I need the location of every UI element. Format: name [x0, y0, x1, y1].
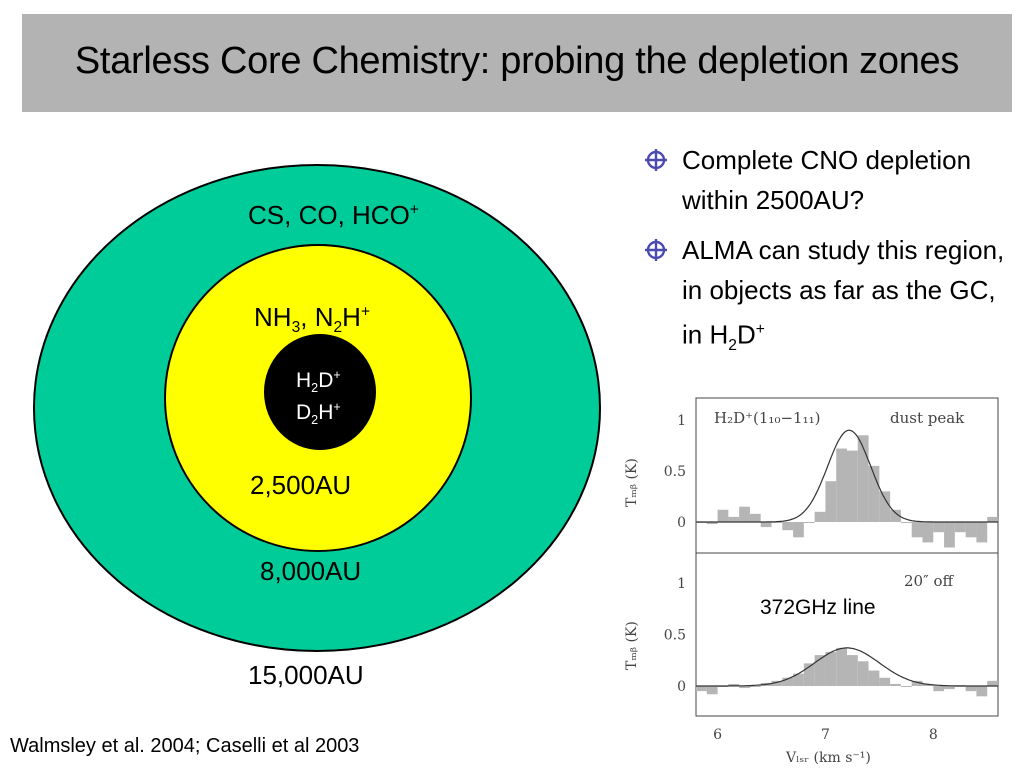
top-spectrum-bar [803, 522, 815, 523]
bottom-spectrum-bar [879, 677, 891, 686]
top-spectrum-bar [976, 522, 988, 543]
top-gaussian-fit [696, 429, 998, 523]
x-axis-label: Vₗₛᵣ (km s⁻¹) [785, 750, 871, 766]
top-spectrum-bar [771, 522, 783, 523]
inner-radius-label: 2,500AU [250, 470, 352, 500]
bullet-item: Complete CNO depletion within 2500AU? [645, 140, 1005, 220]
bottom-spectrum-bar [890, 683, 901, 686]
frequency-note: 372GHz line [760, 596, 876, 619]
bottom-spectrum-bar [987, 680, 998, 686]
top-spectrum-bar [954, 522, 966, 533]
outer-zone-molecules: CS, CO, HCO+ [248, 200, 419, 230]
bottom-y-axis-label: Tₘᵦ (K) [624, 621, 640, 670]
top-y-tick-label: 1 [677, 413, 686, 429]
top-spectrum-bar [868, 465, 880, 522]
bottom-spectrum-bar [944, 686, 955, 690]
top-spectrum-bar [814, 511, 826, 522]
top-spectrum-bar [706, 522, 718, 525]
citation: Walmsley et al. 2004; Caselli et al 2003 [10, 735, 360, 757]
spectrum-plot: 1 0.5 0 1 0.5 0 6 7 8 H₂D⁺(1₁₀−1₁₁) dust peak 20… [624, 397, 999, 766]
top-spectrum-bar [900, 522, 912, 523]
top-spectrum-bar [749, 513, 761, 522]
top-spectrum-bar [922, 522, 934, 543]
top-spectrum-bar [739, 506, 750, 522]
top-line-label: H₂D⁺(1₁₀−1₁₁) [714, 409, 820, 427]
top-spectrum-bar [857, 435, 869, 522]
top-spectrum-bar [836, 448, 847, 522]
bottom-spectrum-bar [965, 686, 977, 692]
bottom-panel-frame [695, 552, 999, 717]
middle-radius-label: 8,000AU [260, 556, 362, 586]
depletion-zone-diagram [33, 164, 601, 652]
bottom-spectrum-bar [900, 686, 912, 687]
top-y-tick-label: 0.5 [664, 464, 686, 480]
title-bar: Starless Core Chemistry: probing the dep… [22, 14, 1012, 112]
bullet-item: ALMA can study this region, in objects a… [645, 230, 1005, 366]
bottom-spectrum-bar [696, 686, 707, 692]
bottom-spectrum-bar [857, 661, 869, 686]
x-tick-label: 8 [929, 727, 938, 743]
bottom-spectrum-bar [749, 686, 761, 687]
bottom-spectrum-bar [728, 683, 740, 686]
top-spectrum-bar [965, 522, 977, 538]
bottom-y-tick-label: 0 [677, 679, 686, 695]
bottom-spectrum-bar [814, 655, 826, 686]
top-y-tick-label: 0 [677, 515, 686, 531]
top-spectrum-bar [793, 522, 804, 538]
top-spectrum-bar [782, 522, 794, 531]
top-spectrum-bar [728, 516, 740, 522]
bottom-y-tick-label: 0.5 [664, 628, 686, 644]
bottom-spectrum-bar [933, 686, 945, 692]
bottom-spectrum-bar [771, 680, 783, 686]
bottom-spectrum-bar [793, 673, 804, 686]
top-spectrum-bar [760, 522, 772, 528]
inner-zone-molecule-1: H2D+ [296, 368, 341, 396]
bottom-spectrum-bar [706, 686, 718, 695]
slide-title: Starless Core Chemistry: probing the dep… [74, 40, 960, 82]
top-spectrum-bar [944, 522, 955, 548]
top-spectrum-bar [890, 509, 901, 522]
top-spectrum-bar [987, 516, 998, 522]
bottom-spectrum-bar [847, 655, 858, 686]
x-tick-label: 6 [713, 727, 722, 743]
top-spectrum-bar [825, 481, 837, 522]
top-y-axis-label: Tₘᵦ (K) [624, 458, 640, 507]
top-spectrum-bar [879, 491, 891, 522]
bottom-spectrum-bar [782, 677, 794, 686]
bottom-spectrum-bar [739, 686, 750, 689]
top-spectrum-bar [717, 509, 729, 522]
bottom-spectrum-bar [911, 680, 923, 686]
bottom-spectrum-bar [803, 663, 815, 686]
inner-zone-molecule-2: D2H+ [296, 400, 341, 428]
bottom-gaussian-fit [696, 647, 998, 687]
bottom-spectrum-bar [868, 670, 880, 686]
outer-radius-label: 15,000AU [248, 660, 364, 690]
crosshair-bullet-icon [645, 149, 667, 171]
top-spectrum-bar [933, 522, 945, 533]
bottom-y-tick-label: 1 [677, 576, 686, 592]
top-panel-tag: dust peak [890, 409, 965, 427]
bottom-spectrum-bar [836, 647, 847, 686]
bottom-panel-tag: 20″ off [904, 572, 954, 590]
bottom-spectrum-bar [922, 683, 934, 686]
middle-zone-molecules: NH3, N2H+ [254, 302, 371, 337]
bottom-spectrum-bar [825, 652, 837, 686]
top-spectrum-bar [847, 450, 858, 522]
bullet-list: Complete CNO depletion within 2500AU? AL… [645, 140, 1005, 376]
top-spectrum-bar [911, 522, 923, 538]
x-tick-label: 7 [821, 727, 830, 743]
bottom-spectrum-bar [976, 686, 988, 697]
inner-zone [264, 334, 376, 450]
crosshair-bullet-icon [645, 239, 667, 261]
